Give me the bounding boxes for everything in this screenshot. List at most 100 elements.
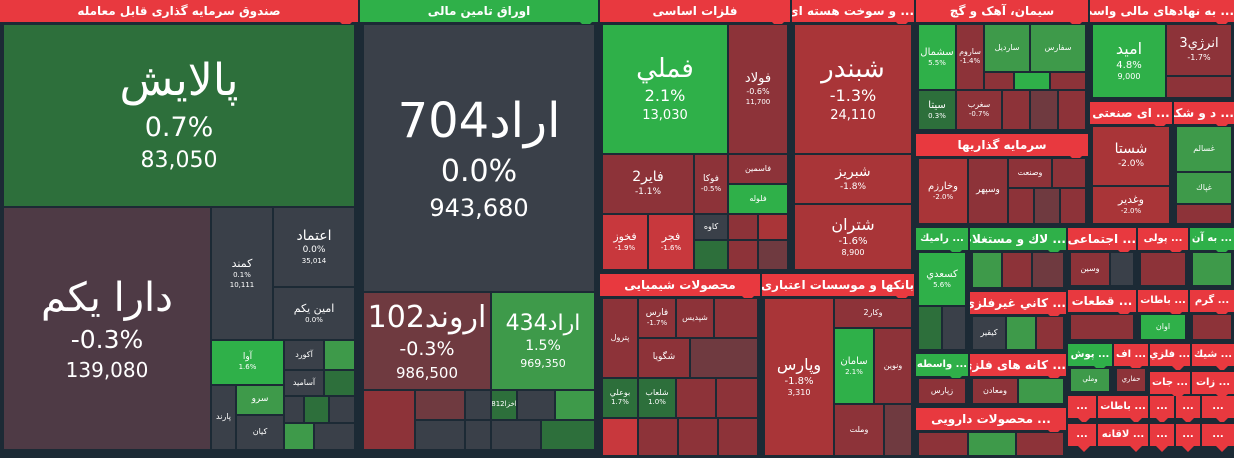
stock-tile[interactable]: وكار2 [834, 298, 912, 328]
stock-tile[interactable]: فوكا -0.5% [694, 154, 728, 214]
sector-header[interactable]: ... باطات [1138, 290, 1188, 312]
stock-tile[interactable]: فاير2 -1.1% [602, 154, 694, 214]
sector-header[interactable]: ... واسطه [916, 354, 968, 376]
sector-header[interactable]: سرمایه گذاریها [916, 134, 1088, 156]
stock-tile[interactable]: وخارزم -2.0% [918, 158, 968, 224]
stock-tile[interactable]: امید 4.8% 9,000 [1092, 24, 1166, 98]
stock-tile[interactable] [1110, 252, 1134, 286]
sector-header[interactable]: ... لاك و مستغلات [970, 228, 1066, 250]
stock-tile[interactable] [728, 240, 758, 270]
stock-tile[interactable] [1030, 90, 1058, 130]
sector-s15[interactable]: ... محصولات دارویی [916, 408, 1066, 458]
sector-header[interactable]: ... محصولات دارویی [916, 408, 1066, 430]
stock-tile[interactable]: سامان 2.1% [834, 328, 874, 404]
sector-s4[interactable]: ... و سوخت هسته ای شبندر -1.3% 24,110 شبريز -… [792, 0, 914, 272]
sector-s2[interactable]: اوراق تامین مالی اراد704 0.0% 943,680 اروند1… [360, 0, 598, 458]
stock-tile[interactable] [1192, 252, 1232, 286]
stock-tile[interactable]: فارس -1.7% [638, 298, 676, 338]
stock-tile[interactable] [284, 423, 314, 450]
sector-s16[interactable]: محصولات شیمیایی پترول فارس -1.7% شپديس شگويا ب… [600, 274, 760, 458]
stock-tile[interactable] [324, 340, 355, 370]
stock-tile[interactable]: سيتا 0.3% [918, 90, 956, 130]
sector-s7[interactable]: ... ای صنعتی شستا -2.0% وغدير -2.0% [1090, 102, 1172, 226]
sector-s28[interactable]: ... جات [1150, 372, 1190, 396]
stock-tile[interactable] [1032, 252, 1064, 288]
sector-s34[interactable]: ... [1202, 396, 1234, 422]
stock-tile[interactable]: اخزا812 [491, 390, 517, 420]
stock-tile[interactable] [314, 423, 355, 450]
stock-tile[interactable]: وپارس -1.8% 3,310 [764, 298, 834, 456]
sector-s19[interactable]: ... پولی [1138, 228, 1188, 288]
stock-tile[interactable]: ونوين [874, 328, 912, 404]
sector-header[interactable]: ... كانه های فلزی [970, 354, 1066, 376]
stock-tile[interactable] [638, 418, 678, 456]
stock-tile[interactable]: امین یکم 0.0% [273, 287, 355, 340]
stock-tile[interactable]: كاوه [694, 214, 728, 240]
stock-tile[interactable] [918, 432, 968, 456]
stock-tile[interactable] [984, 72, 1014, 90]
sector-header[interactable]: ... [1150, 424, 1174, 446]
sector-header[interactable]: ... [1176, 396, 1200, 418]
stock-tile[interactable] [1140, 252, 1186, 286]
sector-s26[interactable]: ... فلزي [1150, 344, 1190, 370]
stock-tile[interactable] [1006, 316, 1036, 350]
sector-header[interactable]: ... قطعات [1068, 290, 1136, 312]
sector-header[interactable]: ... اجتماعی [1068, 228, 1136, 250]
stock-tile[interactable] [1192, 314, 1232, 340]
stock-tile[interactable]: غپاك [1176, 172, 1232, 204]
sector-header[interactable]: ... [1202, 396, 1234, 418]
stock-tile[interactable] [718, 418, 758, 456]
sector-header[interactable]: ... گرم [1190, 290, 1234, 312]
sector-s39[interactable]: ... [1202, 424, 1234, 458]
stock-tile[interactable]: وملت [834, 404, 884, 456]
sector-header[interactable]: ... [1068, 424, 1096, 446]
sector-s18[interactable]: ... اجتماعی وسين [1068, 228, 1136, 288]
stock-tile[interactable] [1036, 316, 1064, 350]
stock-tile[interactable] [676, 378, 716, 418]
stock-tile[interactable]: بوعلي 1.7% [602, 378, 638, 418]
sector-header[interactable]: ... ای صنعتی [1090, 102, 1172, 124]
sector-header[interactable]: ... پولی [1138, 228, 1188, 250]
sector-s8[interactable]: ... د و شكر غسالم غپاك [1174, 102, 1234, 226]
stock-tile[interactable]: شستا -2.0% [1092, 126, 1170, 186]
sector-header[interactable]: محصولات شیمیایی [600, 274, 760, 296]
stock-tile[interactable]: پالایش 0.7% 83,050 [3, 24, 355, 207]
stock-tile[interactable]: اوان [1140, 314, 1186, 340]
stock-tile[interactable]: دارا یکم -0.3% 139,080 [3, 207, 211, 450]
stock-tile[interactable] [1002, 90, 1030, 130]
stock-tile[interactable]: زپارس [918, 378, 966, 404]
sector-s3[interactable]: فلزات اساسی فملي 2.1% 13,030 فولاد -0.6% 11,70… [600, 0, 790, 272]
stock-tile[interactable]: فملي 2.1% 13,030 [602, 24, 728, 154]
stock-tile[interactable] [714, 298, 758, 338]
sector-s30[interactable]: ... [1068, 396, 1096, 422]
stock-tile[interactable]: وسپهر [968, 158, 1008, 224]
stock-tile[interactable]: اراد704 0.0% 943,680 [363, 24, 595, 292]
stock-tile[interactable] [602, 418, 638, 456]
sector-header[interactable]: ... زات [1192, 372, 1234, 394]
sector-s31[interactable]: ... باطات [1098, 396, 1148, 422]
stock-tile[interactable] [758, 214, 788, 240]
stock-tile[interactable] [304, 396, 329, 423]
sector-header[interactable]: ... [1068, 396, 1096, 418]
stock-tile[interactable]: وغدير -2.0% [1092, 186, 1170, 224]
sector-s10[interactable]: ... رامیك كسعدي 5.6% [916, 228, 968, 352]
stock-tile[interactable]: فاسمين [728, 154, 788, 184]
sector-header[interactable]: فلزات اساسی [600, 0, 790, 22]
sector-s27[interactable]: ... شيك [1192, 344, 1234, 370]
stock-tile[interactable]: فخوز -1.9% [602, 214, 648, 270]
stock-tile[interactable]: اراد434 1.5% 969,350 [491, 292, 595, 390]
stock-tile[interactable] [465, 390, 491, 420]
sector-header[interactable]: ... پوش [1068, 344, 1112, 366]
stock-tile[interactable] [758, 240, 788, 270]
stock-tile[interactable] [555, 390, 595, 420]
stock-tile[interactable]: وسين [1070, 252, 1110, 286]
stock-tile[interactable]: حفاري [1116, 368, 1146, 392]
stock-tile[interactable] [1050, 72, 1086, 90]
sector-s24[interactable]: ... پوش وملي [1068, 344, 1112, 394]
stock-tile[interactable]: سرو [236, 385, 284, 415]
stock-tile[interactable] [1016, 432, 1064, 456]
sector-header[interactable]: ... د و شكر [1174, 102, 1234, 124]
stock-tile[interactable] [284, 396, 304, 423]
sector-s35[interactable]: ... [1068, 424, 1096, 458]
stock-tile[interactable] [694, 240, 728, 270]
